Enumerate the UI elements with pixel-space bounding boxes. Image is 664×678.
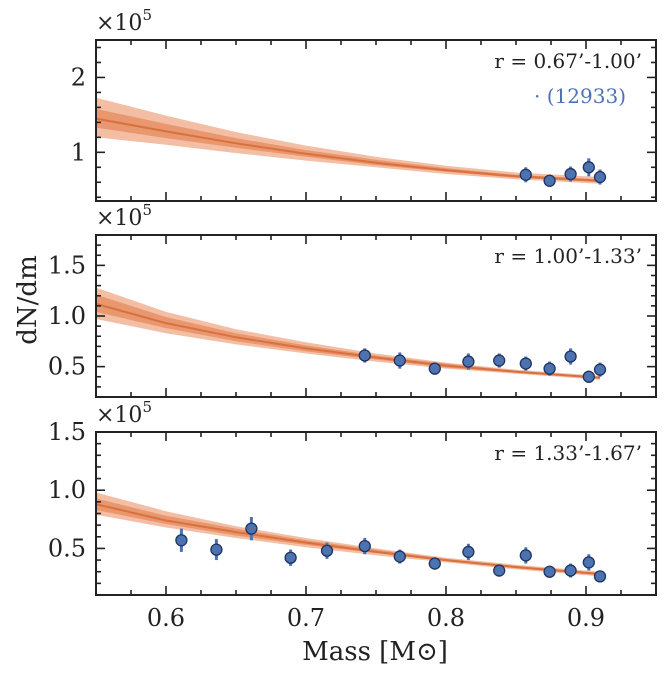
data-point-middle-7 bbox=[543, 361, 556, 376]
model-band-outer-bottom bbox=[96, 492, 600, 577]
y-tick-label-top: 2 bbox=[71, 63, 86, 91]
y-tick-label-middle: 1.0 bbox=[48, 302, 86, 330]
data-point-top-4 bbox=[582, 158, 595, 177]
marker bbox=[543, 362, 556, 375]
panel-middle: 0.5 1.0 1.5 ×105 r = 1.00’-1.33’ bbox=[48, 201, 657, 398]
data-point-bottom-10 bbox=[493, 564, 506, 577]
model-band-inner-bottom bbox=[96, 498, 600, 576]
marker bbox=[519, 549, 532, 562]
marker bbox=[564, 167, 577, 181]
multiplier-top: ×105 bbox=[96, 6, 152, 36]
marker bbox=[358, 349, 371, 362]
x-tick-label: 0.8 bbox=[427, 604, 465, 632]
marker bbox=[462, 545, 475, 559]
data-point-top-1 bbox=[519, 167, 532, 183]
data-point-bottom-8 bbox=[428, 557, 441, 570]
marker bbox=[593, 570, 607, 583]
marker bbox=[358, 539, 371, 553]
marker bbox=[320, 544, 334, 557]
data-point-bottom-6 bbox=[358, 537, 371, 555]
data-point-middle-4 bbox=[462, 353, 475, 370]
marker bbox=[582, 370, 595, 383]
marker bbox=[519, 168, 532, 181]
marker bbox=[245, 522, 258, 535]
data-point-bottom-12 bbox=[543, 565, 556, 578]
marker bbox=[393, 550, 406, 563]
marker bbox=[519, 357, 532, 370]
y-tick-label-bottom: 1.0 bbox=[48, 476, 86, 504]
data-point-bottom-9 bbox=[462, 543, 475, 561]
marker bbox=[582, 161, 595, 174]
plot-area-middle bbox=[96, 287, 607, 383]
marker bbox=[175, 534, 188, 547]
data-point-bottom-4 bbox=[284, 549, 297, 566]
star-count-label: · (12933) bbox=[534, 84, 626, 108]
marker bbox=[564, 564, 577, 577]
marker bbox=[393, 354, 406, 367]
marker bbox=[564, 350, 577, 363]
radius-annotation-bottom: r = 1.33’-1.67’ bbox=[494, 441, 642, 465]
ticks-top bbox=[95, 40, 657, 201]
ticks-bottom bbox=[95, 431, 657, 596]
ticks-middle bbox=[95, 234, 657, 398]
marker bbox=[582, 556, 595, 569]
model-median-top bbox=[96, 117, 601, 182]
marker bbox=[428, 362, 441, 375]
data-point-bottom-5 bbox=[320, 542, 334, 559]
marker bbox=[284, 551, 297, 564]
data-point-bottom-14 bbox=[582, 554, 595, 571]
data-point-middle-3 bbox=[428, 362, 441, 375]
y-tick-label-middle: 1.5 bbox=[48, 251, 86, 279]
data-point-bottom-13 bbox=[564, 563, 577, 578]
marker bbox=[593, 170, 607, 184]
marker bbox=[462, 355, 475, 368]
y-axis-title: dN/dm bbox=[13, 255, 43, 344]
y-tick-label-top: 1 bbox=[71, 138, 86, 166]
data-point-bottom-2 bbox=[210, 539, 223, 561]
model-median-bottom bbox=[96, 503, 601, 575]
data-point-bottom-7 bbox=[393, 549, 406, 564]
marker bbox=[543, 174, 556, 187]
data-point-middle-9 bbox=[582, 370, 595, 383]
data-point-bottom-11 bbox=[519, 547, 532, 564]
multiplier-bottom: ×105 bbox=[96, 398, 152, 428]
data-point-middle-1 bbox=[358, 348, 371, 363]
data-point-middle-5 bbox=[493, 353, 506, 368]
marker bbox=[593, 363, 607, 376]
y-tick-label-bottom: 0.5 bbox=[48, 534, 86, 562]
radius-annotation-middle: r = 1.00’-1.33’ bbox=[494, 244, 642, 268]
plot-area-top bbox=[96, 97, 607, 187]
panel-top: 1 2 ×105 r = 0.67’-1.00’ · (12933) bbox=[71, 6, 657, 202]
multiplier-middle: ×105 bbox=[96, 201, 152, 231]
data-point-top-2 bbox=[543, 174, 556, 187]
plot-area-bottom bbox=[96, 492, 607, 583]
data-point-top-5 bbox=[593, 169, 607, 185]
data-point-bottom-15 bbox=[593, 570, 607, 583]
data-point-bottom-1 bbox=[175, 528, 188, 552]
marker bbox=[543, 565, 556, 578]
data-point-bottom-3 bbox=[245, 516, 258, 541]
x-tick-label: 0.9 bbox=[567, 604, 605, 632]
data-point-top-3 bbox=[564, 166, 577, 182]
x-tick-label: 0.6 bbox=[147, 604, 185, 632]
data-point-middle-2 bbox=[393, 352, 406, 369]
panel-bottom: 0.5 1.0 1.5 0.6 0.7 0.8 0.9 ×105 r = 1.33’-1.67’ bbox=[48, 398, 657, 632]
model-median-middle bbox=[96, 302, 601, 379]
marker bbox=[493, 564, 506, 577]
x-axis-title: Mass [M⊙] bbox=[302, 637, 448, 667]
ylabel-d: dN/dm bbox=[13, 255, 43, 344]
radius-annotation-top: r = 0.67’-1.00’ bbox=[494, 49, 642, 73]
y-tick-label-middle: 0.5 bbox=[48, 353, 86, 381]
x-tick-label: 0.7 bbox=[287, 604, 325, 632]
marker bbox=[428, 557, 441, 570]
y-tick-label-bottom: 1.5 bbox=[48, 418, 86, 446]
marker bbox=[493, 354, 506, 367]
data-point-middle-6 bbox=[519, 356, 532, 371]
data-point-middle-8 bbox=[564, 348, 577, 365]
marker bbox=[210, 543, 223, 556]
data-point-middle-10 bbox=[593, 362, 607, 377]
